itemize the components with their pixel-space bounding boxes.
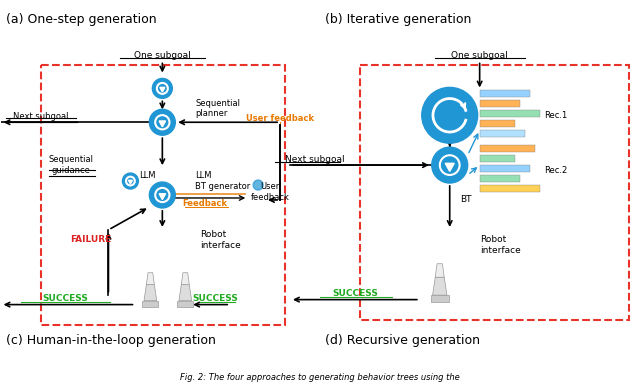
Text: (b) Iterative generation: (b) Iterative generation (325, 13, 472, 26)
Text: Next subgoal: Next subgoal (285, 155, 345, 164)
Text: One subgoal: One subgoal (134, 51, 191, 60)
Text: (c) Human-in-the-loop generation: (c) Human-in-the-loop generation (6, 334, 216, 348)
Text: Rec.1: Rec.1 (545, 111, 568, 120)
Circle shape (253, 180, 263, 190)
Text: Feedback: Feedback (183, 199, 228, 209)
Bar (479, 155, 515, 162)
Bar (479, 120, 515, 127)
Bar (479, 100, 520, 107)
Polygon shape (179, 285, 191, 301)
Text: Rec.2: Rec.2 (545, 166, 568, 175)
Text: LLM
BT generator: LLM BT generator (195, 171, 250, 191)
Circle shape (149, 182, 175, 208)
Circle shape (422, 87, 477, 143)
Polygon shape (144, 285, 157, 301)
Circle shape (149, 109, 175, 135)
Text: BT: BT (460, 195, 471, 204)
Bar (479, 145, 534, 152)
Text: Next subgoal: Next subgoal (13, 112, 68, 121)
Text: (a) One-step generation: (a) One-step generation (6, 13, 156, 26)
Bar (479, 91, 529, 98)
Text: SUCCESS: SUCCESS (332, 289, 378, 298)
Text: One subgoal: One subgoal (451, 51, 508, 60)
Text: Robot
interface: Robot interface (479, 235, 520, 255)
Text: Fig. 2: The four approaches to generating behavior trees using the: Fig. 2: The four approaches to generatin… (180, 373, 460, 382)
Bar (479, 175, 520, 182)
Bar (431, 295, 449, 302)
Text: Robot
interface: Robot interface (200, 230, 241, 250)
Circle shape (122, 173, 138, 189)
Text: User
feedback: User feedback (251, 182, 289, 202)
Bar (479, 130, 525, 137)
Polygon shape (433, 277, 447, 295)
Polygon shape (129, 180, 132, 184)
Text: Sequential
guidance: Sequential guidance (48, 156, 93, 175)
Text: (d) Recursive generation: (d) Recursive generation (325, 334, 480, 348)
Polygon shape (147, 273, 154, 285)
Circle shape (432, 147, 468, 183)
Polygon shape (159, 121, 166, 127)
Polygon shape (159, 194, 166, 200)
Bar (479, 185, 540, 192)
Bar (479, 110, 540, 117)
Text: SUCCESS: SUCCESS (43, 294, 88, 303)
Text: SUCCESS: SUCCESS (192, 294, 238, 303)
Bar (142, 301, 158, 307)
Bar (177, 301, 193, 307)
Polygon shape (160, 87, 165, 92)
Bar (479, 165, 529, 172)
Polygon shape (181, 273, 189, 285)
Circle shape (152, 79, 172, 98)
Bar (360, 65, 629, 320)
Polygon shape (445, 163, 454, 171)
Text: User feedback: User feedback (246, 114, 314, 123)
Text: LLM: LLM (139, 171, 156, 180)
Bar (40, 65, 285, 325)
Text: FAILURE: FAILURE (70, 235, 111, 244)
Text: Sequential
planner: Sequential planner (195, 99, 240, 118)
Polygon shape (435, 264, 444, 277)
